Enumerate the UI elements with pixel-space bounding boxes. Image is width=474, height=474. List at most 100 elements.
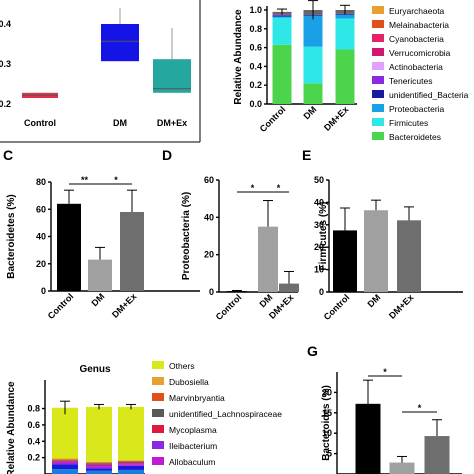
boxplot-ytick-label: 0.3 [0, 59, 11, 69]
stacked-segment [86, 466, 112, 469]
stacked-segment [52, 407, 78, 459]
y-tick-label: 0.4 [249, 61, 262, 71]
x-tick-label: DM [365, 292, 382, 309]
y-axis-label: Bacteroides (%) [321, 385, 332, 461]
x-tick-label: DM [301, 104, 318, 121]
y-tick-label: 0.8 [27, 404, 40, 414]
stacked-segment [272, 16, 292, 18]
stacked-segment [272, 17, 292, 45]
significance-label: * [418, 403, 422, 413]
boxplot-panel: 0.2 0.3 0.4 Control DM DM+Ex [0, 0, 201, 143]
stacked-segment [335, 14, 355, 19]
legend-label: Firmicutes [389, 118, 428, 128]
legend-label: Euryarchaeota [389, 6, 445, 16]
x-tick-label: DM [89, 291, 106, 308]
legend-swatch [152, 409, 164, 417]
y-axis-label: Bacteroidetes (%) [6, 194, 17, 278]
x-tick-label: Control [46, 291, 76, 321]
bar [355, 403, 381, 474]
stacked-segment [52, 469, 78, 474]
bar [397, 220, 421, 292]
panel-label: C [3, 147, 13, 163]
legend-swatch [152, 377, 164, 385]
stacked-segment [118, 462, 144, 464]
legend-swatch [372, 90, 384, 98]
y-tick-label: 60 [204, 175, 214, 185]
y-tick-label: 5 [327, 449, 332, 459]
legend-swatch [372, 104, 384, 112]
y-tick-label: 0 [41, 286, 46, 296]
stacked-segment [52, 460, 78, 461]
stacked-segment [335, 49, 355, 104]
stacked-segment [303, 15, 323, 47]
y-tick-label: 0.6 [27, 420, 40, 430]
legend-label: Tenericutes [389, 76, 432, 86]
boxplot-box [153, 59, 191, 93]
legend-label: unidentified_Lachnospiraceae [169, 409, 282, 419]
legend-label: Ileibacterium [169, 441, 217, 451]
boxplot-category-label: DM [113, 118, 127, 128]
bar [389, 462, 415, 474]
legend-swatch [372, 34, 384, 42]
stacked-segment [303, 46, 323, 84]
legend-swatch [372, 48, 384, 56]
y-tick-label: 20 [322, 387, 332, 397]
stacked-bar-panel-5: 0.8 0.6 0.4 0.2 Relative Abundance Genus Other… [6, 361, 282, 474]
legend-swatch [372, 132, 384, 140]
significance-label: * [251, 183, 255, 193]
y-tick-label: 40 [36, 232, 46, 242]
stacked-segment [86, 465, 112, 467]
stacked-segment [86, 468, 112, 471]
stacked-segment [118, 406, 144, 461]
bar [424, 436, 450, 474]
x-tick-label: Control [258, 104, 288, 134]
y-tick-label: 0.2 [27, 453, 40, 463]
y-tick-label: 20 [36, 259, 46, 269]
legend-label: Cyanobacteria [389, 34, 444, 44]
significance-label: ** [81, 175, 89, 185]
bar [258, 226, 278, 292]
y-tick-label: 60 [36, 204, 46, 214]
boxplot-ytick-label: 0.2 [0, 99, 11, 109]
legend-swatch [372, 6, 384, 14]
bar-panel-C: C 0 20 40 60 80 Bacteroidetes (%) Control DM DM+E… [3, 147, 200, 321]
boxplot-category-label: DM+Ex [157, 118, 187, 128]
stacked-segment [86, 470, 112, 474]
y-tick-label: 20 [314, 242, 324, 252]
stacked-segment [335, 18, 355, 50]
legend-swatch [372, 20, 384, 28]
stacked-segment [86, 464, 112, 465]
legend-label: Others [169, 361, 195, 371]
legend-swatch [372, 62, 384, 70]
bar [120, 211, 144, 291]
stacked-segment [52, 458, 78, 460]
stacked-segment [118, 464, 144, 466]
stacked-segment [272, 14, 292, 16]
chart-title: Genus [79, 364, 111, 375]
stacked-segment [118, 469, 144, 474]
panel-label: E [302, 147, 311, 163]
y-tick-label: 10 [322, 428, 332, 438]
bar [57, 203, 81, 291]
y-axis-label: Proteobacteria (%) [181, 192, 192, 280]
legend-swatch [152, 361, 164, 369]
legend-label: Marvinbryantia [169, 393, 225, 403]
stacked-segment [52, 459, 78, 461]
bar [279, 283, 299, 292]
boxplot-ytick-label: 0.4 [0, 19, 11, 29]
bar [333, 230, 357, 292]
y-tick-label: 0.6 [249, 43, 262, 53]
y-tick-label: 0.0 [249, 99, 262, 109]
y-tick-label: 80 [36, 177, 46, 187]
stacked-segment [118, 465, 144, 470]
stacked-segment [86, 463, 112, 465]
y-tick-label: 10 [314, 265, 324, 275]
legend-swatch [152, 457, 164, 465]
boxplot-box [101, 24, 139, 62]
significance-label: * [383, 367, 387, 377]
y-tick-label: 20 [204, 250, 214, 260]
stacked-segment [272, 15, 292, 17]
legend-label: Dubosiella [169, 377, 209, 387]
y-tick-label: 0.2 [249, 80, 262, 90]
